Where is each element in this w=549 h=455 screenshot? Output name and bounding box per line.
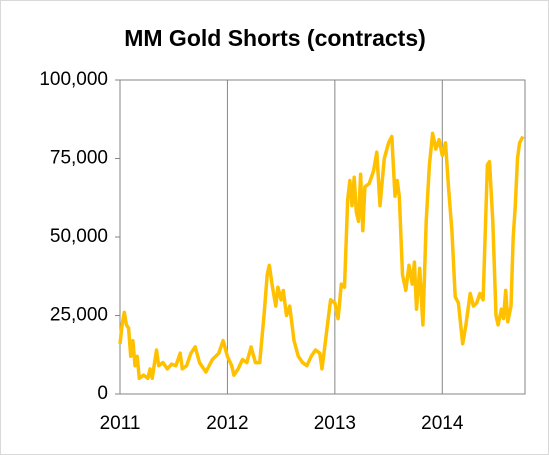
chart-title: MM Gold Shorts (contracts) [124, 25, 426, 51]
y-tick-label: 50,000 [50, 226, 108, 247]
y-tick-label: 75,000 [50, 148, 108, 169]
line [118, 131, 525, 381]
x-tick-label: 2013 [314, 413, 356, 434]
plot-border [119, 79, 526, 395]
x-tick-label: 2011 [100, 413, 141, 434]
y-tick-label: 100,000 [39, 69, 108, 90]
x-tick-label: 2014 [421, 413, 464, 434]
x-tick-label: 2012 [206, 413, 248, 434]
y-tick-label: 25,000 [50, 305, 108, 326]
y-tick-label: 0 [97, 383, 108, 404]
